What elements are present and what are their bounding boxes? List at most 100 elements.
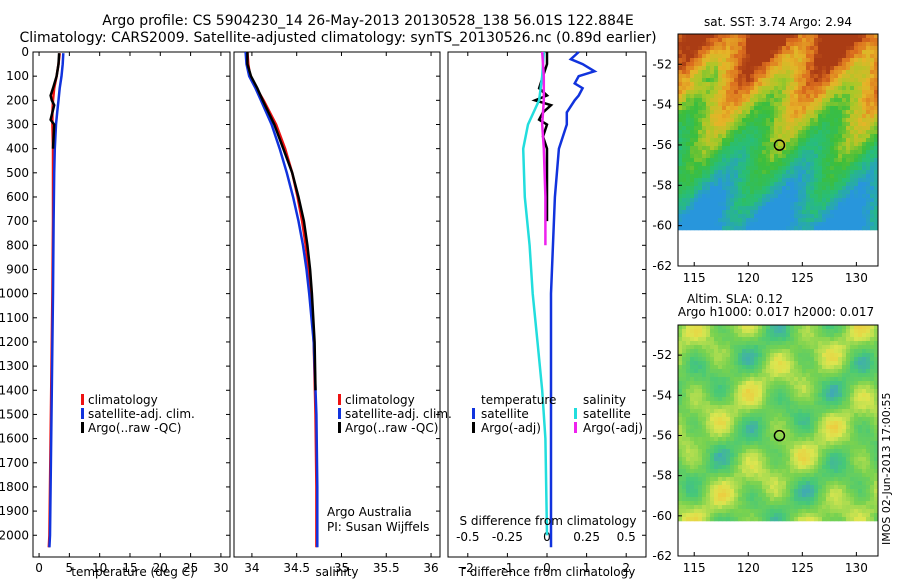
sst-cell: [678, 94, 682, 98]
sst-cell: [858, 70, 862, 74]
sla-cell: [750, 393, 754, 397]
sst-cell: [810, 78, 814, 82]
sst-cell: [822, 138, 826, 142]
sst-cell: [794, 138, 798, 142]
sla-cell: [734, 405, 738, 409]
sst-cell: [678, 146, 682, 150]
sla-cell: [778, 425, 782, 429]
sst-cell: [814, 162, 818, 166]
sst-cell: [694, 190, 698, 194]
sla-cell: [738, 345, 742, 349]
sst-cell: [798, 34, 802, 38]
sla-cell: [738, 485, 742, 489]
sla-cell: [730, 353, 734, 357]
sst-cell: [862, 54, 866, 58]
sla-cell: [778, 325, 782, 329]
sla-cell: [746, 509, 750, 513]
depth-tick-label: 1600: [0, 432, 29, 446]
sst-cell: [726, 226, 730, 230]
sla-cell: [758, 497, 762, 501]
sla-cell: [738, 377, 742, 381]
sla-cell: [758, 405, 762, 409]
sla-cell: [718, 453, 722, 457]
sla-cell: [858, 365, 862, 369]
sla-cell: [790, 485, 794, 489]
sst-cell: [854, 146, 858, 150]
sla-cell: [794, 441, 798, 445]
sst-cell: [818, 70, 822, 74]
sst-cell: [818, 74, 822, 78]
sla-cell: [746, 325, 750, 329]
sst-cell: [698, 58, 702, 62]
sla-cell: [690, 493, 694, 497]
sla-cell: [846, 477, 850, 481]
sst-cell: [846, 90, 850, 94]
sst-cell: [750, 198, 754, 202]
sst-cell: [706, 94, 710, 98]
sst-cell: [710, 94, 714, 98]
sla-cell: [754, 477, 758, 481]
sla-cell: [838, 497, 842, 501]
sla-cell: [802, 333, 806, 337]
sst-cell: [866, 70, 870, 74]
map-y-tick-label: -62: [652, 259, 672, 273]
sst-cell: [782, 122, 786, 126]
sla-cell: [766, 477, 770, 481]
sla-cell: [834, 437, 838, 441]
sst-cell: [734, 58, 738, 62]
sla-cell: [682, 369, 686, 373]
sla-cell: [842, 433, 846, 437]
sst-cell: [714, 74, 718, 78]
sla-cell: [834, 337, 838, 341]
sla-cell: [734, 505, 738, 509]
sst-cell: [778, 214, 782, 218]
sst-cell: [686, 66, 690, 70]
sla-cell: [854, 437, 858, 441]
sla-cell: [870, 413, 874, 417]
sla-cell: [722, 377, 726, 381]
sla-cell: [714, 373, 718, 377]
sst-cell: [854, 114, 858, 118]
sla-cell: [706, 401, 710, 405]
sla-cell: [802, 413, 806, 417]
sla-cell: [826, 493, 830, 497]
sla-cell: [726, 353, 730, 357]
sla-cell: [678, 461, 682, 465]
sla-cell: [722, 505, 726, 509]
sst-cell: [858, 134, 862, 138]
sst-cell: [738, 74, 742, 78]
sst-cell: [710, 66, 714, 70]
sla-cell: [806, 481, 810, 485]
sst-cell: [682, 110, 686, 114]
sst-cell: [690, 118, 694, 122]
sst-cell: [806, 70, 810, 74]
sst-cell: [738, 202, 742, 206]
salinity-plot-frame: [234, 52, 440, 557]
sla-cell: [746, 333, 750, 337]
sst-cell: [818, 110, 822, 114]
sst-cell: [750, 186, 754, 190]
sst-cell: [850, 122, 854, 126]
sst-cell: [814, 62, 818, 66]
sst-cell: [786, 38, 790, 42]
sla-cell: [834, 509, 838, 513]
sst-cell: [850, 38, 854, 42]
sla-cell: [854, 357, 858, 361]
sst-cell: [754, 122, 758, 126]
sst-cell: [862, 178, 866, 182]
sst-cell: [682, 98, 686, 102]
sla-cell: [846, 405, 850, 409]
sla-cell: [858, 357, 862, 361]
sla-cell: [846, 385, 850, 389]
sla-cell: [814, 501, 818, 505]
sst-cell: [806, 106, 810, 110]
sla-cell: [858, 473, 862, 477]
sla-cell: [850, 493, 854, 497]
sst-cell: [790, 58, 794, 62]
sst-cell: [818, 118, 822, 122]
sst-cell: [778, 162, 782, 166]
sst-cell: [762, 158, 766, 162]
sst-cell: [726, 158, 730, 162]
sst-cell: [698, 114, 702, 118]
sst-cell: [862, 38, 866, 42]
